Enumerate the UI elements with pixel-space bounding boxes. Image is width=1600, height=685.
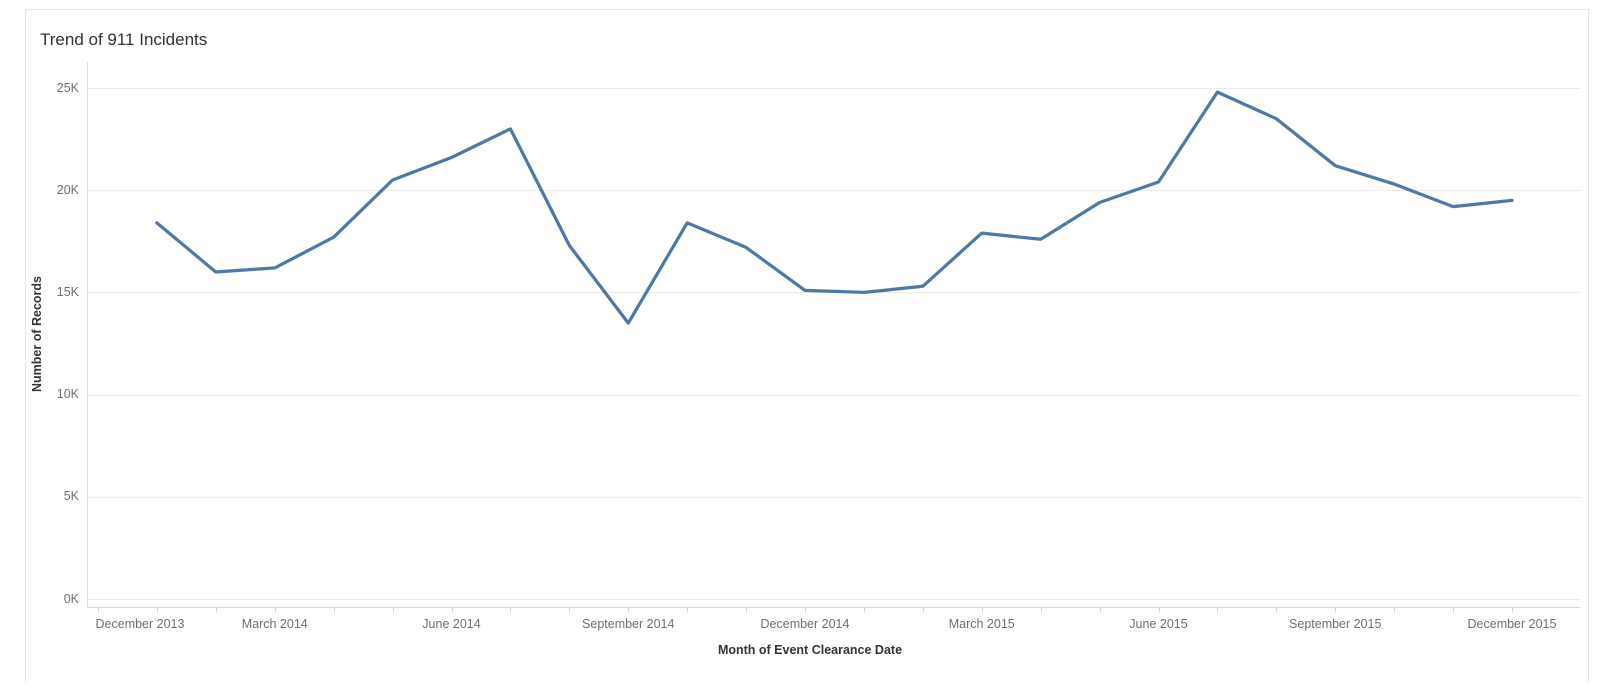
trend-line-series[interactable] bbox=[155, 90, 1514, 325]
x-tick-label: June 2015 bbox=[1129, 617, 1188, 631]
y-tick-label: 10K bbox=[56, 387, 79, 402]
x-tick-label: September 2015 bbox=[1289, 617, 1382, 631]
x-tick-label: June 2014 bbox=[422, 617, 481, 631]
x-tick-label: December 2013 bbox=[95, 617, 185, 631]
y-tick-label: 15K bbox=[56, 284, 79, 299]
x-tick-label: December 2015 bbox=[1467, 617, 1557, 631]
x-tick-label: March 2014 bbox=[241, 617, 308, 631]
y-tick-label: 20K bbox=[56, 182, 79, 197]
chart-title: Trend of 911 Incidents bbox=[40, 30, 208, 49]
x-tick-label: September 2014 bbox=[582, 617, 675, 631]
x-axis-title: Month of Event Clearance Date bbox=[717, 643, 903, 657]
y-tick-label: 0K bbox=[63, 591, 79, 606]
x-tick-label: March 2015 bbox=[948, 617, 1015, 631]
x-tick-label: December 2014 bbox=[760, 617, 850, 631]
y-tick-label: 25K bbox=[56, 80, 79, 95]
y-tick-label: 5K bbox=[63, 489, 79, 504]
